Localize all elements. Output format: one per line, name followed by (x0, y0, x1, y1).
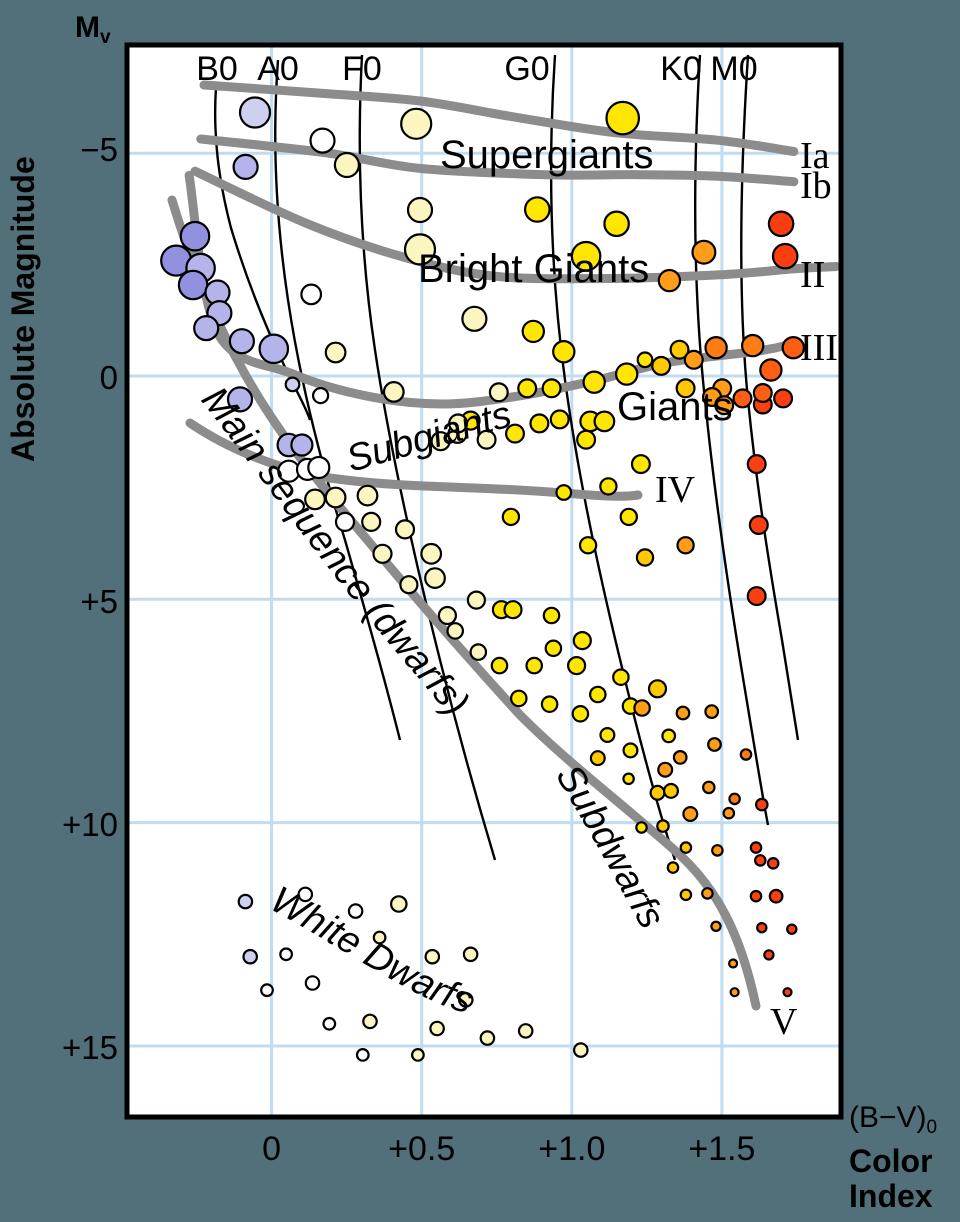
svg-text:B0: B0 (196, 50, 238, 88)
svg-text:0: 0 (100, 359, 118, 396)
svg-text:IV: IV (655, 469, 696, 511)
svg-text:Index: Index (849, 1178, 933, 1214)
svg-text:III: III (800, 327, 838, 369)
svg-text:+0.5: +0.5 (388, 1130, 455, 1168)
svg-text:II: II (800, 254, 825, 296)
svg-text:M0: M0 (710, 50, 757, 88)
svg-text:+1.5: +1.5 (688, 1130, 755, 1168)
svg-text:Color: Color (849, 1143, 933, 1179)
svg-text:Bright Giants: Bright Giants (418, 247, 649, 291)
svg-text:0: 0 (262, 1130, 281, 1168)
svg-text:G0: G0 (504, 50, 549, 88)
svg-text:+5: +5 (80, 583, 118, 620)
svg-text:−5: −5 (80, 131, 118, 168)
svg-text:(B−V)0: (B−V)0 (849, 1101, 937, 1138)
svg-text:Supergiants: Supergiants (440, 133, 653, 177)
svg-text:A0: A0 (257, 50, 299, 88)
svg-text:Ib: Ib (800, 165, 832, 207)
svg-text:Mv: Mv (75, 11, 111, 48)
svg-text:V: V (770, 1001, 798, 1043)
svg-text:K0: K0 (660, 50, 702, 88)
svg-text:Absolute Magnitude: Absolute Magnitude (5, 156, 41, 462)
svg-text:+10: +10 (62, 806, 118, 843)
svg-text:+1.0: +1.0 (538, 1130, 605, 1168)
svg-text:F0: F0 (342, 50, 382, 88)
svg-text:+15: +15 (62, 1029, 118, 1066)
svg-text:Giants: Giants (617, 385, 733, 429)
